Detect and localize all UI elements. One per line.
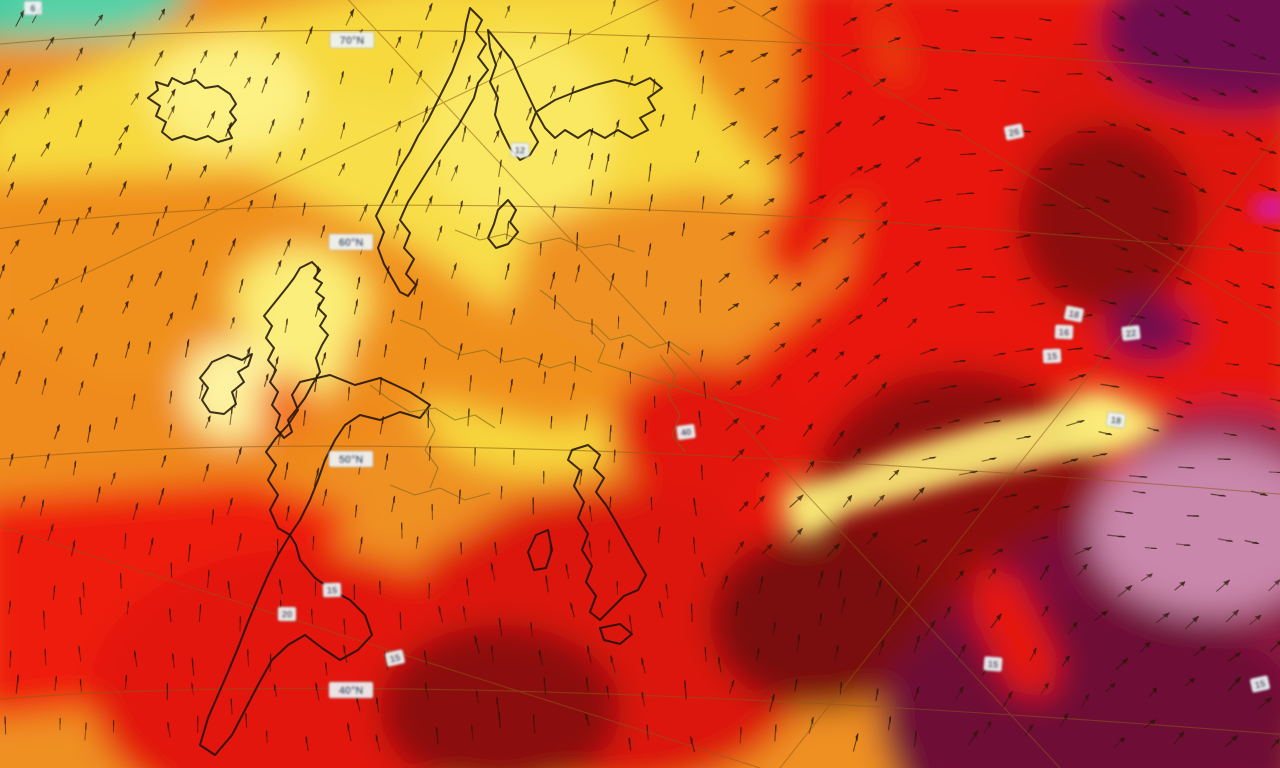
svg-text:6: 6: [30, 3, 35, 14]
svg-text:26: 26: [1008, 127, 1021, 140]
svg-text:22: 22: [1125, 328, 1137, 340]
svg-text:18: 18: [1110, 415, 1122, 427]
svg-text:15: 15: [327, 585, 339, 596]
svg-text:12: 12: [515, 145, 526, 156]
svg-text:18: 18: [1068, 309, 1081, 322]
svg-text:40°N: 40°N: [339, 685, 364, 697]
svg-text:50°N: 50°N: [339, 454, 364, 466]
svg-text:20: 20: [282, 609, 293, 620]
svg-text:15: 15: [987, 659, 999, 671]
svg-text:15: 15: [1047, 351, 1059, 363]
svg-text:70°N: 70°N: [340, 35, 365, 47]
svg-text:60°N: 60°N: [339, 237, 364, 249]
svg-text:40: 40: [680, 427, 692, 439]
svg-text:16: 16: [1058, 327, 1069, 338]
